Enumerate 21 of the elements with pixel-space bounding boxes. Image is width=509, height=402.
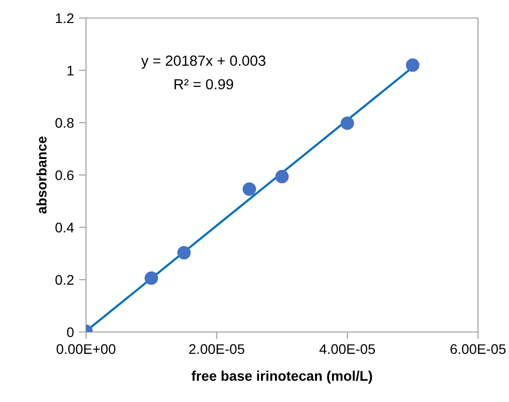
y-tick-label: 0.8 bbox=[55, 118, 74, 128]
x-tick-label: 6.00E-05 bbox=[450, 344, 506, 354]
point bbox=[177, 246, 191, 260]
x-axis-title: free base irinotecan (mol/L) bbox=[192, 370, 372, 384]
y-tick-label: 1 bbox=[68, 66, 74, 76]
y-axis-title: absorbance bbox=[36, 136, 47, 214]
y-tick-label: 0 bbox=[67, 327, 74, 338]
x-tick-label: 4.00E-05 bbox=[319, 344, 375, 354]
y-tick-label: 1.2 bbox=[56, 13, 74, 24]
y-tick-label: 0.6 bbox=[55, 170, 74, 180]
point bbox=[275, 170, 289, 184]
point bbox=[340, 116, 354, 130]
point bbox=[242, 182, 256, 196]
point bbox=[406, 58, 420, 72]
point bbox=[144, 271, 158, 285]
y-tick-label: 0.4 bbox=[55, 222, 74, 233]
annotation: R² = 0.99 bbox=[174, 79, 234, 90]
annotation: y = 20187x + 0.003 bbox=[141, 56, 266, 69]
x-tick-label: 0.00E+00 bbox=[56, 344, 116, 354]
x-tick-label: 2.00E-05 bbox=[189, 344, 244, 354]
y-tick-label: 0.2 bbox=[55, 275, 74, 285]
